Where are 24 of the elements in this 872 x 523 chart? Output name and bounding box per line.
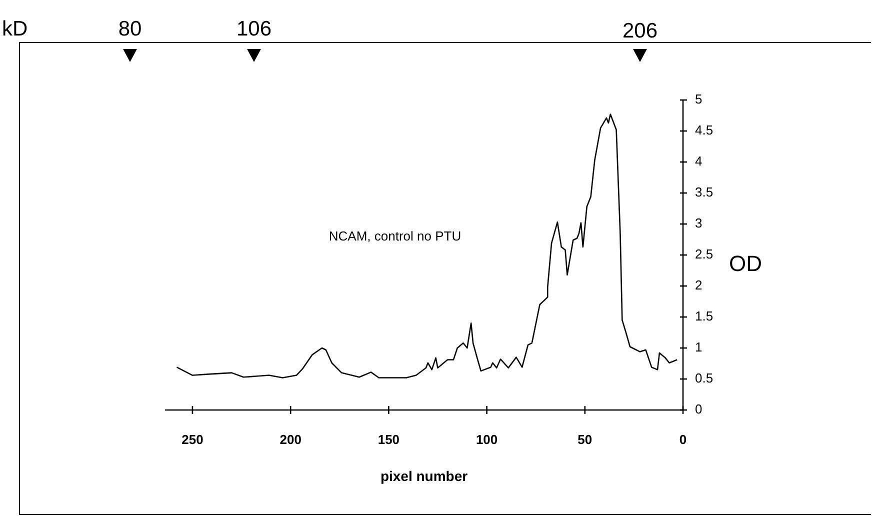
x-tick-label: 0	[679, 432, 687, 448]
y-tick-label: 5	[695, 92, 702, 107]
y-tick-label: 3.5	[695, 184, 714, 200]
y-tick-label: 2	[695, 278, 702, 293]
text: kD	[2, 17, 28, 40]
y-tick-label: 1.5	[695, 308, 714, 324]
x-tick-label: 100	[476, 432, 498, 448]
x-axis-title: pixel number	[380, 468, 468, 484]
y-tick-label: 4.5	[695, 122, 714, 138]
y-tick-label: 0	[695, 402, 702, 417]
y-tick-label: 2.5	[695, 246, 714, 262]
text: 206	[622, 19, 658, 42]
y-tick-label: 0.5	[695, 370, 714, 386]
y-tick-label: 4	[695, 154, 702, 169]
y-tick-label: 3	[695, 216, 702, 231]
y-tick-label: 1	[695, 340, 702, 355]
x-tick-label: 200	[280, 432, 302, 448]
annotation: NCAM, control no PTU	[328, 228, 462, 244]
text: 80	[118, 17, 142, 40]
y-axis-title: OD	[729, 251, 762, 276]
text: 106	[236, 17, 272, 40]
x-tick-label: 50	[578, 432, 592, 448]
x-tick-label: 150	[378, 432, 400, 448]
x-tick-label: 250	[182, 432, 204, 448]
